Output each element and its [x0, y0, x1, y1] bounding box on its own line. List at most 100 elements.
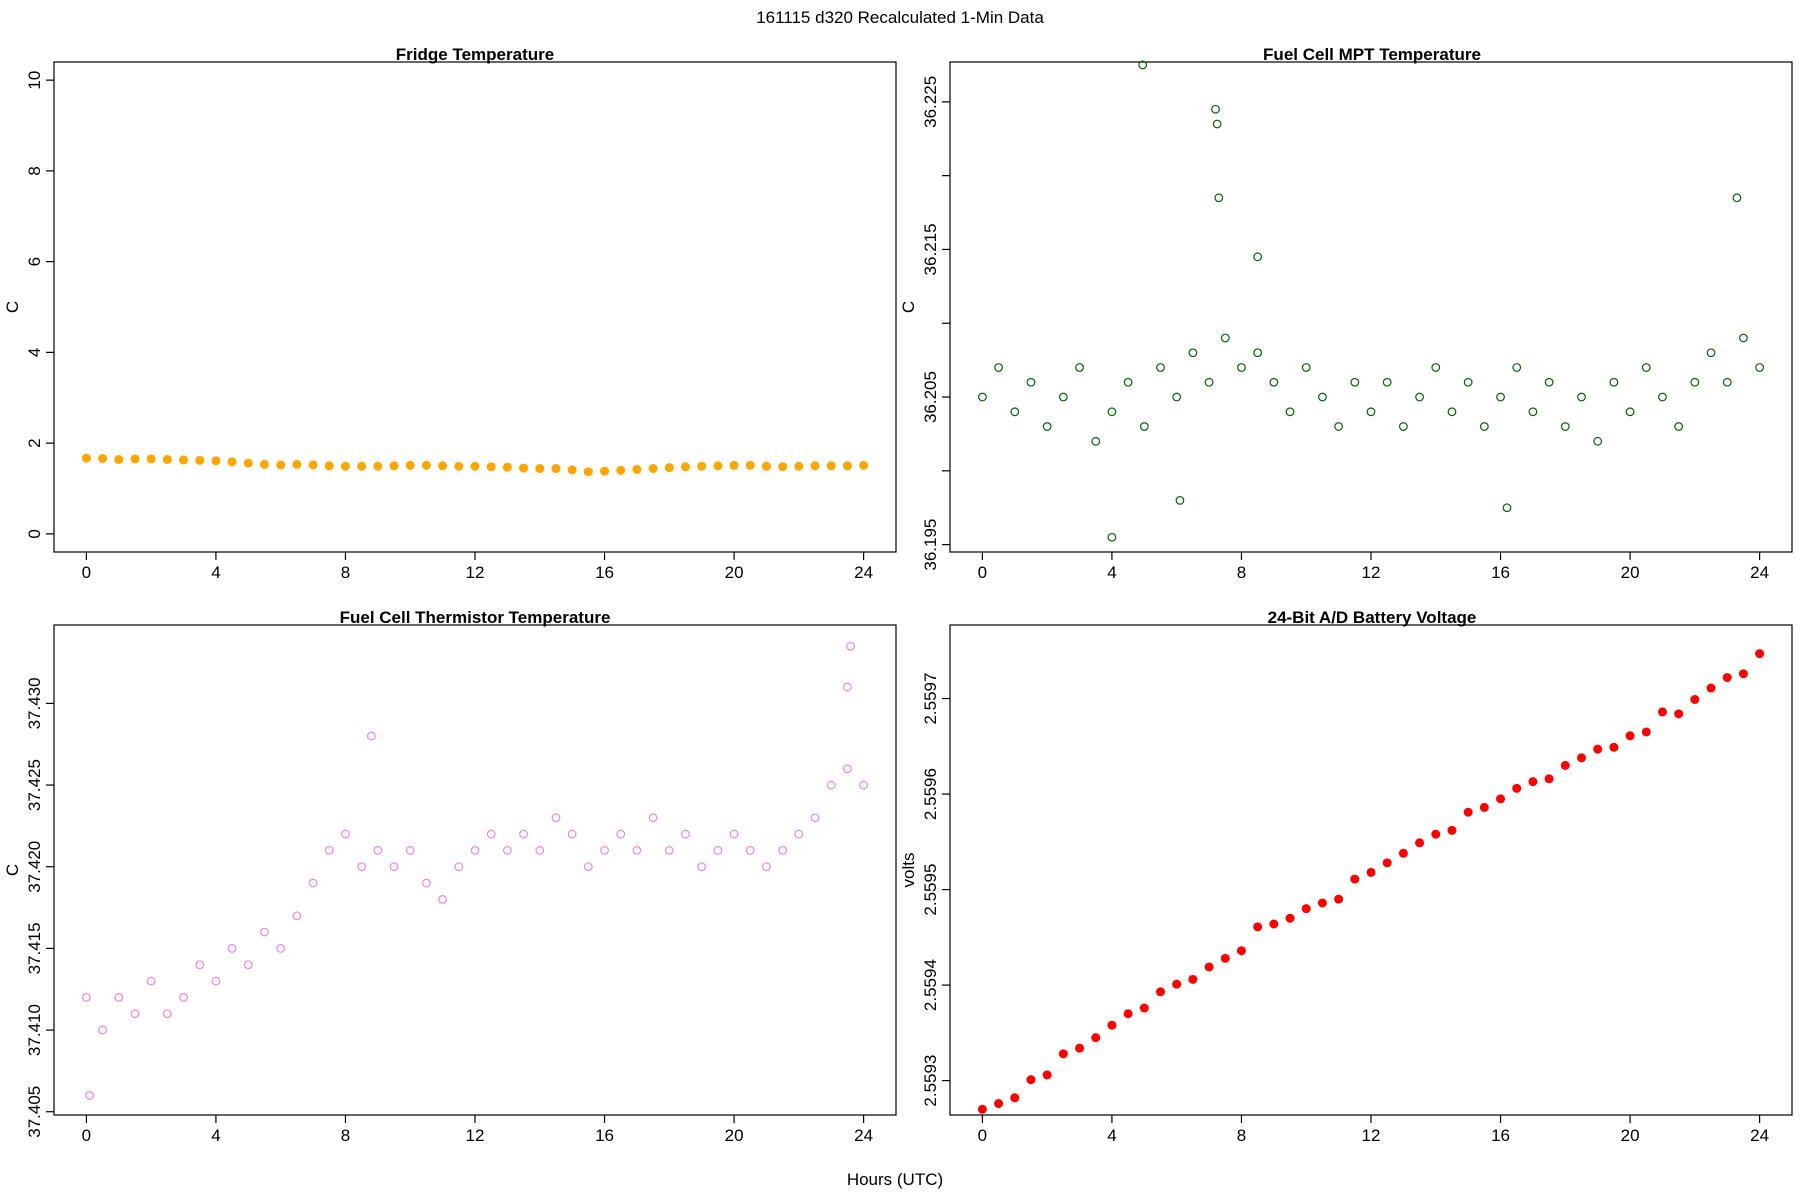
fridge-point: [227, 457, 237, 467]
mpt-point: [1544, 377, 1554, 387]
fridge-point: [421, 460, 431, 470]
battery-point: [1690, 695, 1700, 705]
mpt-point: [1214, 193, 1224, 203]
battery-x-axis: 0 4 8 12 16 20 24: [978, 1115, 1769, 1145]
fridge-point: [146, 454, 156, 464]
battery-point: [1577, 753, 1586, 763]
battery-point: [1350, 874, 1360, 884]
battery-point: [1236, 946, 1246, 956]
fridge-point: [470, 461, 480, 471]
battery-point: [1625, 731, 1635, 741]
battery-ytick-label: 2.5597: [921, 673, 940, 725]
mpt-point: [1253, 252, 1263, 262]
mpt-point: [1512, 363, 1522, 372]
thermistor-point: [454, 862, 464, 872]
figure-suptitle: 161115 d320 Recalculated 1-Min Data: [756, 8, 1044, 27]
mpt-point: [1447, 407, 1457, 417]
fridge-point: [340, 461, 350, 471]
thermistor-point: [81, 993, 91, 1002]
mpt-point: [1463, 377, 1473, 387]
battery-point: [1107, 1020, 1117, 1030]
thermistor-xtick-label: 24: [854, 1126, 873, 1145]
thermistor-point: [211, 976, 221, 986]
mpt-point: [1269, 377, 1279, 387]
fridge-point: [535, 464, 545, 474]
thermistor-point: [778, 846, 788, 855]
thermistor-point: [438, 895, 448, 904]
thermistor-point: [162, 1009, 172, 1019]
fridge-ylabel: C: [3, 301, 22, 313]
mpt-point: [1334, 422, 1344, 431]
battery-point: [1139, 1003, 1149, 1013]
mpt-point: [1658, 392, 1667, 402]
battery-point: [1058, 1049, 1068, 1059]
battery-point: [1317, 898, 1327, 908]
battery-point: [1269, 919, 1279, 929]
thermistor-point: [276, 944, 286, 953]
fridge-point: [567, 465, 577, 475]
battery-point: [1091, 1033, 1101, 1043]
mpt-point: [1075, 363, 1084, 372]
battery-xtick-label: 4: [1107, 1126, 1116, 1145]
thermistor-point: [486, 829, 496, 839]
thermistor-point: [130, 1009, 140, 1019]
fridge-point: [713, 461, 723, 471]
thermistor-ytick-label: 37.430: [25, 677, 44, 729]
thermistor-point: [227, 944, 237, 953]
battery-point: [1334, 894, 1344, 904]
panel-mpt-temperature: Fuel Cell MPT Temperature C 0 4 8 12 16 20 24 …: [899, 45, 1793, 582]
thermistor-point: [146, 976, 156, 986]
mpt-point: [1496, 392, 1505, 402]
mpt-point: [1625, 407, 1635, 417]
mpt-point: [1138, 60, 1148, 70]
mpt-point: [1204, 377, 1214, 387]
thermistor-xtick-label: 12: [466, 1126, 485, 1145]
battery-series: [977, 649, 1765, 1114]
battery-point: [1593, 744, 1603, 754]
thermistor-point: [357, 862, 367, 872]
battery-point: [1204, 962, 1214, 972]
thermistor-point: [664, 846, 674, 855]
thermistor-point: [713, 846, 723, 855]
mpt-ylabel: C: [899, 301, 918, 313]
thermistor-point: [794, 829, 804, 839]
fridge-title: Fridge Temperature: [396, 45, 554, 64]
mpt-point: [1211, 104, 1220, 114]
mpt-point: [1156, 363, 1165, 372]
thermistor-point: [826, 780, 836, 790]
mpt-point: [1026, 377, 1036, 387]
thermistor-point: [366, 731, 376, 741]
thermistor-ytick-label: 37.405: [25, 1086, 44, 1138]
mpt-xtick-label: 4: [1107, 563, 1116, 582]
fridge-y-axis: 0 2 4 6 8 10: [25, 71, 54, 539]
fridge-point: [486, 462, 496, 472]
fridge-point: [357, 461, 367, 471]
thermistor-point: [697, 862, 707, 872]
fridge-point: [859, 460, 869, 470]
fridge-ytick-label: 6: [25, 257, 44, 266]
thermistor-y-axis: 37.405 37.410 37.415 37.420 37.425 37.430: [25, 677, 54, 1138]
mpt-point: [1502, 503, 1512, 513]
mpt-x-axis: 0 4 8 12 16 20 24: [978, 552, 1769, 582]
fridge-series: [81, 453, 869, 477]
thermistor-point: [632, 846, 642, 855]
thermistor-point: [389, 862, 399, 872]
mpt-point: [1722, 377, 1732, 387]
fridge-point: [276, 460, 286, 470]
fridge-ytick-label: 10: [25, 71, 44, 90]
battery-point: [1220, 953, 1230, 963]
mpt-series: [977, 60, 1765, 542]
panel-battery-voltage: 24-Bit A/D Battery Voltage volts 0 4 8 12 16…: [899, 608, 1793, 1145]
fridge-point: [81, 453, 91, 463]
mpt-point: [1285, 407, 1295, 417]
mpt-point: [1609, 377, 1619, 387]
mpt-point: [1042, 422, 1052, 431]
battery-point: [1463, 807, 1473, 817]
thermistor-xtick-label: 16: [595, 1126, 614, 1145]
battery-xtick-label: 12: [1362, 1126, 1381, 1145]
fridge-point: [664, 463, 674, 473]
fridge-point: [405, 460, 415, 470]
thermistor-point: [535, 846, 545, 855]
